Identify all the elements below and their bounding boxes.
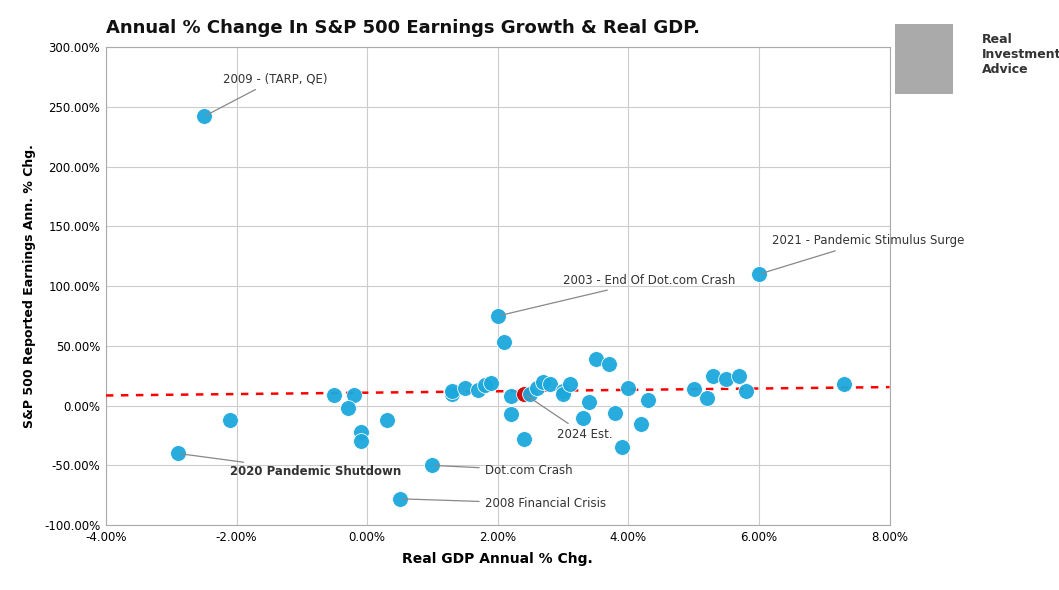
Point <box>489 312 506 321</box>
Point <box>640 395 657 404</box>
Point <box>456 383 473 392</box>
Y-axis label: S&P 500 Reported Earnings Ann. % Chg.: S&P 500 Reported Earnings Ann. % Chg. <box>22 144 36 428</box>
Text: 2008 Financial Crisis: 2008 Financial Crisis <box>402 497 606 510</box>
Point <box>516 389 533 398</box>
Point <box>535 377 552 386</box>
Point <box>607 408 624 418</box>
Point <box>496 337 513 347</box>
Point <box>516 434 533 444</box>
Point <box>737 386 754 396</box>
Text: 2020 Pandemic Shutdown: 2020 Pandemic Shutdown <box>180 454 401 478</box>
Point <box>574 413 591 422</box>
Point <box>339 404 356 413</box>
Point <box>541 379 558 389</box>
Point <box>620 383 636 392</box>
Point <box>705 371 722 381</box>
Text: Dot.com Crash: Dot.com Crash <box>435 464 572 477</box>
Point <box>326 390 343 399</box>
Point <box>580 397 597 407</box>
Point <box>836 379 852 389</box>
Text: 2024 Est.: 2024 Est. <box>526 395 612 441</box>
Text: 2009 - (TARP, QE): 2009 - (TARP, QE) <box>207 73 328 115</box>
Point <box>561 379 578 389</box>
Point <box>352 437 370 446</box>
Point <box>555 389 572 398</box>
Text: 2003 - End Of Dot.com Crash: 2003 - End Of Dot.com Crash <box>501 274 735 316</box>
Point <box>169 449 186 458</box>
Point <box>424 461 441 470</box>
Point <box>751 270 768 279</box>
Point <box>444 389 461 398</box>
Point <box>522 389 539 398</box>
Point <box>528 383 545 392</box>
Point <box>613 442 630 452</box>
Point <box>555 386 572 396</box>
Point <box>195 112 212 121</box>
Point <box>477 381 493 390</box>
X-axis label: Real GDP Annual % Chg.: Real GDP Annual % Chg. <box>402 552 593 566</box>
Point <box>502 409 519 419</box>
Point <box>600 359 617 369</box>
Point <box>698 394 715 403</box>
Point <box>352 427 370 437</box>
Text: Real
Investment
Advice: Real Investment Advice <box>983 33 1059 76</box>
Point <box>392 494 409 503</box>
Text: 2021 - Pandemic Stimulus Surge: 2021 - Pandemic Stimulus Surge <box>761 234 965 273</box>
Point <box>221 415 238 425</box>
Point <box>444 386 461 396</box>
Point <box>633 419 650 428</box>
Point <box>470 385 487 395</box>
Point <box>731 371 748 381</box>
Point <box>718 375 735 384</box>
Point <box>685 384 702 394</box>
Text: Annual % Change In S&P 500 Earnings Growth & Real GDP.: Annual % Change In S&P 500 Earnings Grow… <box>106 19 700 37</box>
Point <box>587 355 604 364</box>
Point <box>345 390 362 399</box>
Point <box>502 391 519 401</box>
Point <box>483 378 500 388</box>
Point <box>378 415 395 425</box>
